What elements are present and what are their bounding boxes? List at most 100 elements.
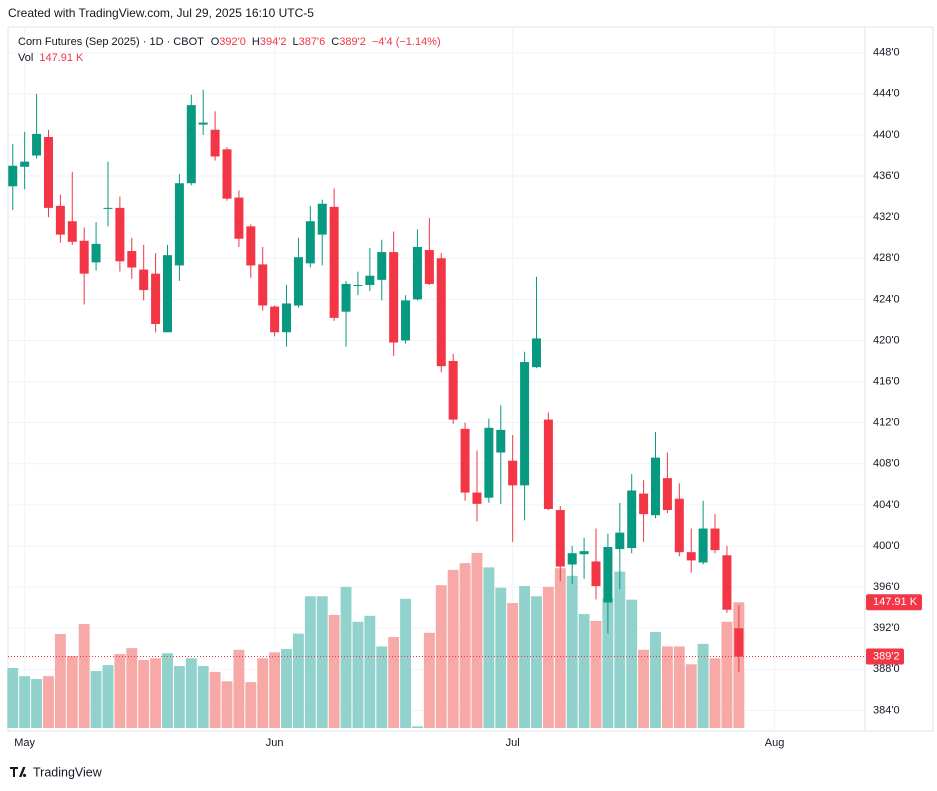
volume-bar: [221, 681, 233, 728]
y-tick-label: 420'0: [873, 334, 900, 346]
y-tick-label: 444'0: [873, 88, 900, 100]
volume-bar: [233, 649, 245, 728]
volume-box-label: 147.91 K: [873, 596, 918, 608]
legend-vol-value: 147.91 K: [39, 52, 84, 64]
y-tick-label: 436'0: [873, 170, 900, 182]
volume-bar: [400, 598, 412, 728]
volume-bar: [519, 586, 531, 728]
y-tick-label: 388'0: [873, 663, 900, 675]
candle-body: [686, 552, 696, 561]
candle-body: [460, 428, 470, 493]
volume-bar: [423, 632, 435, 728]
candle-body: [139, 269, 149, 291]
y-tick-label: 400'0: [873, 540, 900, 552]
volume-bar: [566, 575, 578, 728]
volume-bar: [709, 658, 721, 728]
volume-bar: [328, 614, 340, 728]
x-tick-label: Jul: [506, 737, 520, 749]
volume-bar: [316, 596, 328, 728]
volume-bar: [459, 563, 471, 728]
candle-body: [543, 419, 553, 510]
candle-body: [305, 221, 315, 264]
volume-bar: [304, 596, 316, 728]
volume-bar: [626, 599, 638, 728]
volume-bar: [292, 633, 304, 728]
legend-change: −4'4 (−1.14%): [372, 36, 441, 48]
candle-body: [186, 105, 196, 184]
y-tick-label: 424'0: [873, 293, 900, 305]
candle-body: [674, 498, 684, 553]
candle-body: [615, 532, 625, 550]
volume-bar: [638, 649, 650, 728]
candle-body: [341, 283, 351, 312]
volume-bar: [209, 671, 221, 728]
candle-body: [448, 361, 458, 420]
candle-body: [579, 551, 589, 555]
candle-body: [353, 284, 363, 286]
candle-body: [639, 493, 649, 515]
volume-bar: [66, 656, 78, 728]
volume-bar: [43, 676, 54, 728]
y-tick-label: 396'0: [873, 581, 900, 593]
volume-bar: [483, 567, 495, 728]
candle-body: [484, 427, 494, 498]
volume-bar: [531, 596, 542, 728]
y-tick-label: 432'0: [873, 211, 900, 223]
y-tick-label: 448'0: [873, 47, 900, 59]
candle-body: [270, 306, 280, 333]
candle-body: [222, 149, 232, 199]
volume-bar: [661, 646, 673, 728]
candle-body: [651, 457, 661, 516]
candle-body: [734, 628, 744, 657]
x-tick-label: Aug: [765, 737, 785, 749]
candle-body: [436, 258, 446, 367]
volume-bar: [31, 679, 43, 728]
legend-symbol: Corn Futures (Sep 2025) · 1D · CBOT: [18, 36, 204, 48]
volume-bar: [721, 621, 733, 728]
logo-icon: [10, 767, 27, 777]
y-tick-label: 428'0: [873, 252, 900, 264]
volume-bar: [364, 615, 376, 728]
volume-bar: [7, 667, 19, 728]
candle-body: [8, 165, 18, 187]
candle-body: [603, 547, 613, 603]
candle-body: [198, 122, 208, 125]
y-tick-label: 404'0: [873, 499, 900, 511]
candle-body: [246, 226, 256, 266]
candle-body: [496, 429, 506, 453]
volume-bar: [602, 597, 614, 728]
header: Created with TradingView.com, Jul 29, 20…: [8, 6, 314, 20]
volume-bar: [412, 726, 423, 728]
logo: TradingView: [10, 765, 103, 779]
legend-o: O: [211, 36, 220, 48]
volume-bar: [685, 664, 697, 728]
candle-body: [79, 240, 89, 274]
volume-bar: [590, 620, 602, 728]
candle-body: [103, 207, 113, 209]
volume-bar: [114, 654, 126, 728]
candle-body: [151, 273, 161, 325]
candle-body: [282, 303, 292, 333]
candle-body: [520, 362, 530, 486]
y-tick-label: 392'0: [873, 622, 900, 634]
y-tick-label: 416'0: [873, 375, 900, 387]
legend-low: 387'6: [299, 36, 326, 48]
legend-volume: Vol 147.91 K: [18, 52, 84, 64]
x-tick-label: Jun: [266, 737, 284, 749]
legend-c: C: [331, 36, 339, 48]
legend: Corn Futures (Sep 2025) · 1D · CBOT O392…: [18, 36, 441, 48]
volume-bar: [281, 648, 292, 728]
candle-body: [591, 561, 601, 587]
x-tick-label: May: [14, 737, 35, 749]
candle-body: [127, 251, 137, 268]
volume-box: [866, 594, 922, 611]
y-tick-label: 408'0: [873, 458, 900, 470]
volume-bar: [447, 569, 459, 728]
volume-bar: [650, 631, 661, 728]
candle-body: [710, 528, 720, 551]
candle-body: [329, 206, 339, 318]
volume-bar: [471, 552, 483, 728]
candle-body: [32, 133, 42, 156]
candle-body: [508, 460, 518, 486]
volume-bar: [495, 587, 507, 728]
